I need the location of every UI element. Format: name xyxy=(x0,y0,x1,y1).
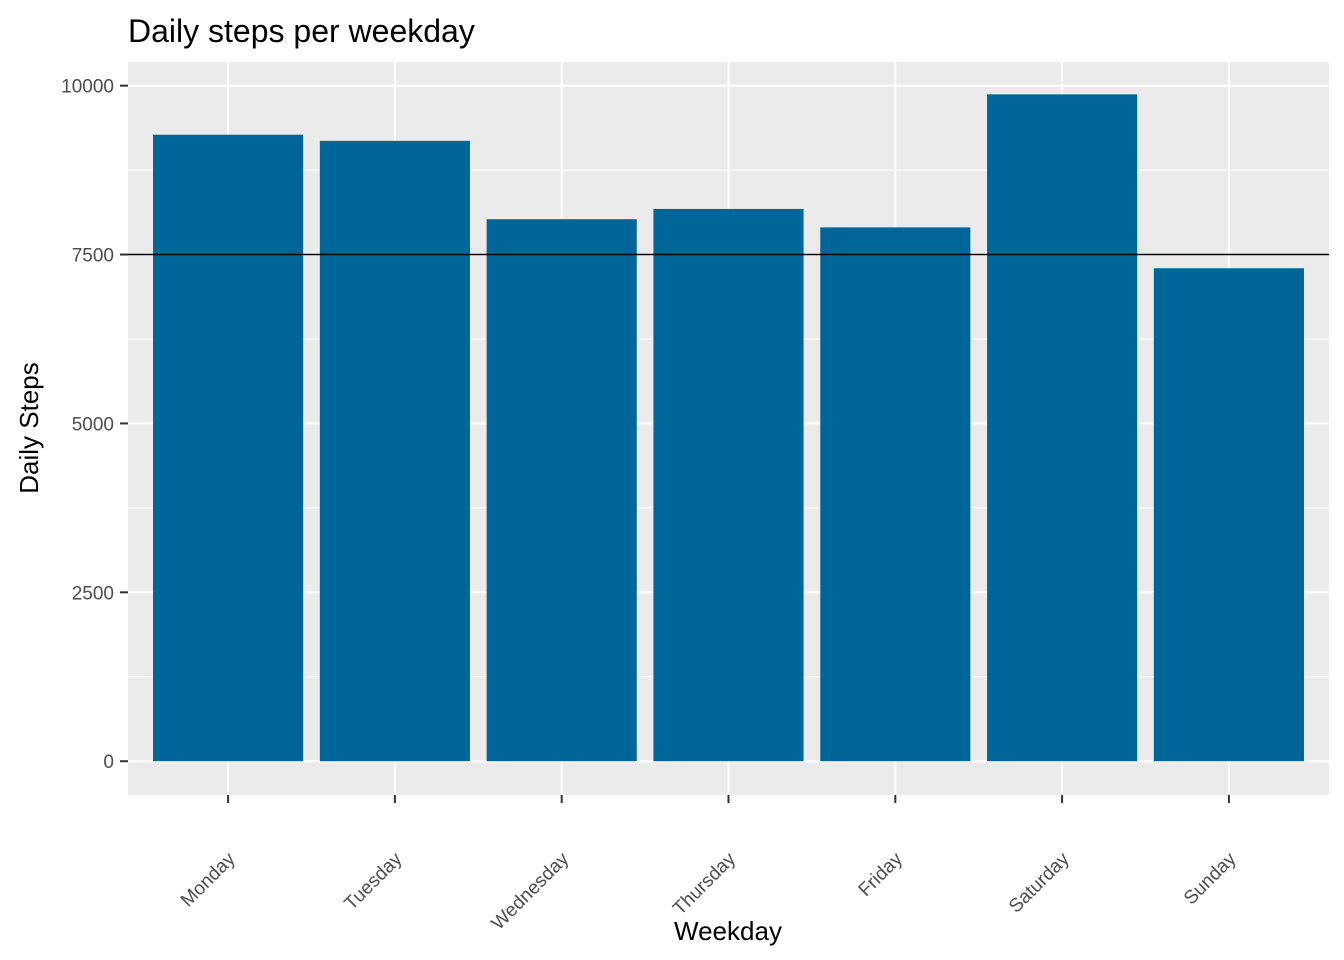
x-tick-label: Tuesday xyxy=(341,848,407,914)
bar-monday xyxy=(153,134,304,762)
y-axis: 0 2500 5000 7500 10000 xyxy=(61,77,128,773)
y-tick-label: 7500 xyxy=(72,246,114,267)
y-tick-label: 10000 xyxy=(61,77,114,98)
bar-tuesday xyxy=(319,140,470,762)
x-tick-label: Friday xyxy=(855,848,908,901)
bar-sunday xyxy=(1153,268,1304,762)
x-tick-label: Monday xyxy=(177,848,240,911)
y-tick-label: 2500 xyxy=(72,583,114,604)
y-axis-title: Daily Steps xyxy=(14,362,44,494)
y-tick-label: 5000 xyxy=(72,414,114,435)
x-tick-label: Thursday xyxy=(669,848,740,919)
x-tick-label: Sunday xyxy=(1180,848,1241,909)
x-axis: Monday Tuesday Wednesday Thursday Friday Satu… xyxy=(177,795,1241,934)
x-tick-label: Wednesday xyxy=(488,848,574,934)
bar-friday xyxy=(820,227,971,762)
bar-thursday xyxy=(653,208,804,762)
x-axis-title: Weekday xyxy=(674,916,782,946)
bars xyxy=(153,94,1304,762)
bar-saturday xyxy=(987,94,1138,762)
x-tick-label: Saturday xyxy=(1005,848,1074,917)
bar-wednesday xyxy=(486,219,637,762)
chart-title: Daily steps per weekday xyxy=(128,13,475,49)
y-tick-label: 0 xyxy=(103,752,114,773)
